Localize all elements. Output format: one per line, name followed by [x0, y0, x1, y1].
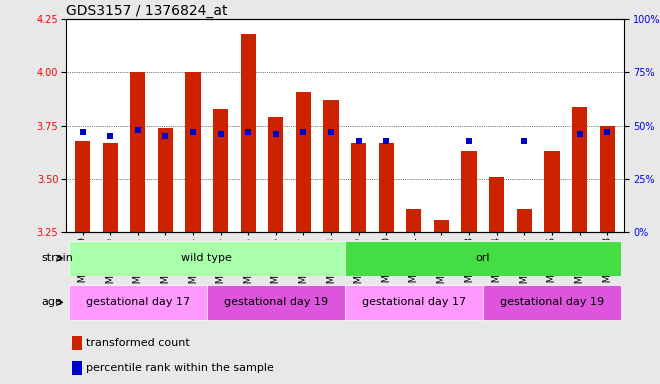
Bar — [102, 143, 117, 232]
Bar — [207, 285, 345, 320]
Bar — [379, 143, 394, 232]
Bar — [345, 285, 483, 320]
Bar — [489, 177, 504, 232]
Text: GDS3157 / 1376824_at: GDS3157 / 1376824_at — [66, 4, 228, 18]
Bar — [351, 143, 366, 232]
Bar — [517, 209, 532, 232]
Bar — [407, 209, 422, 232]
Text: orl: orl — [476, 253, 490, 263]
Bar — [599, 126, 614, 232]
Bar — [241, 34, 256, 232]
Text: gestational day 17: gestational day 17 — [362, 297, 466, 308]
Text: age: age — [41, 297, 62, 308]
Text: transformed count: transformed count — [86, 338, 190, 348]
Bar — [69, 285, 207, 320]
Bar — [69, 241, 345, 276]
Bar — [71, 336, 82, 350]
Bar — [213, 109, 228, 232]
Text: strain: strain — [41, 253, 73, 263]
Text: wild type: wild type — [182, 253, 232, 263]
Bar — [268, 117, 283, 232]
Bar — [158, 128, 173, 232]
Bar — [71, 361, 82, 375]
Bar — [572, 107, 587, 232]
Text: gestational day 17: gestational day 17 — [86, 297, 190, 308]
Text: percentile rank within the sample: percentile rank within the sample — [86, 363, 274, 373]
Bar — [75, 141, 90, 232]
Bar — [345, 241, 621, 276]
Bar — [461, 151, 477, 232]
Bar — [185, 73, 201, 232]
Bar — [483, 285, 621, 320]
Bar — [434, 220, 449, 232]
Text: gestational day 19: gestational day 19 — [500, 297, 604, 308]
Bar — [296, 92, 311, 232]
Bar — [323, 100, 339, 232]
Text: gestational day 19: gestational day 19 — [224, 297, 328, 308]
Bar — [544, 151, 560, 232]
Bar — [130, 73, 145, 232]
